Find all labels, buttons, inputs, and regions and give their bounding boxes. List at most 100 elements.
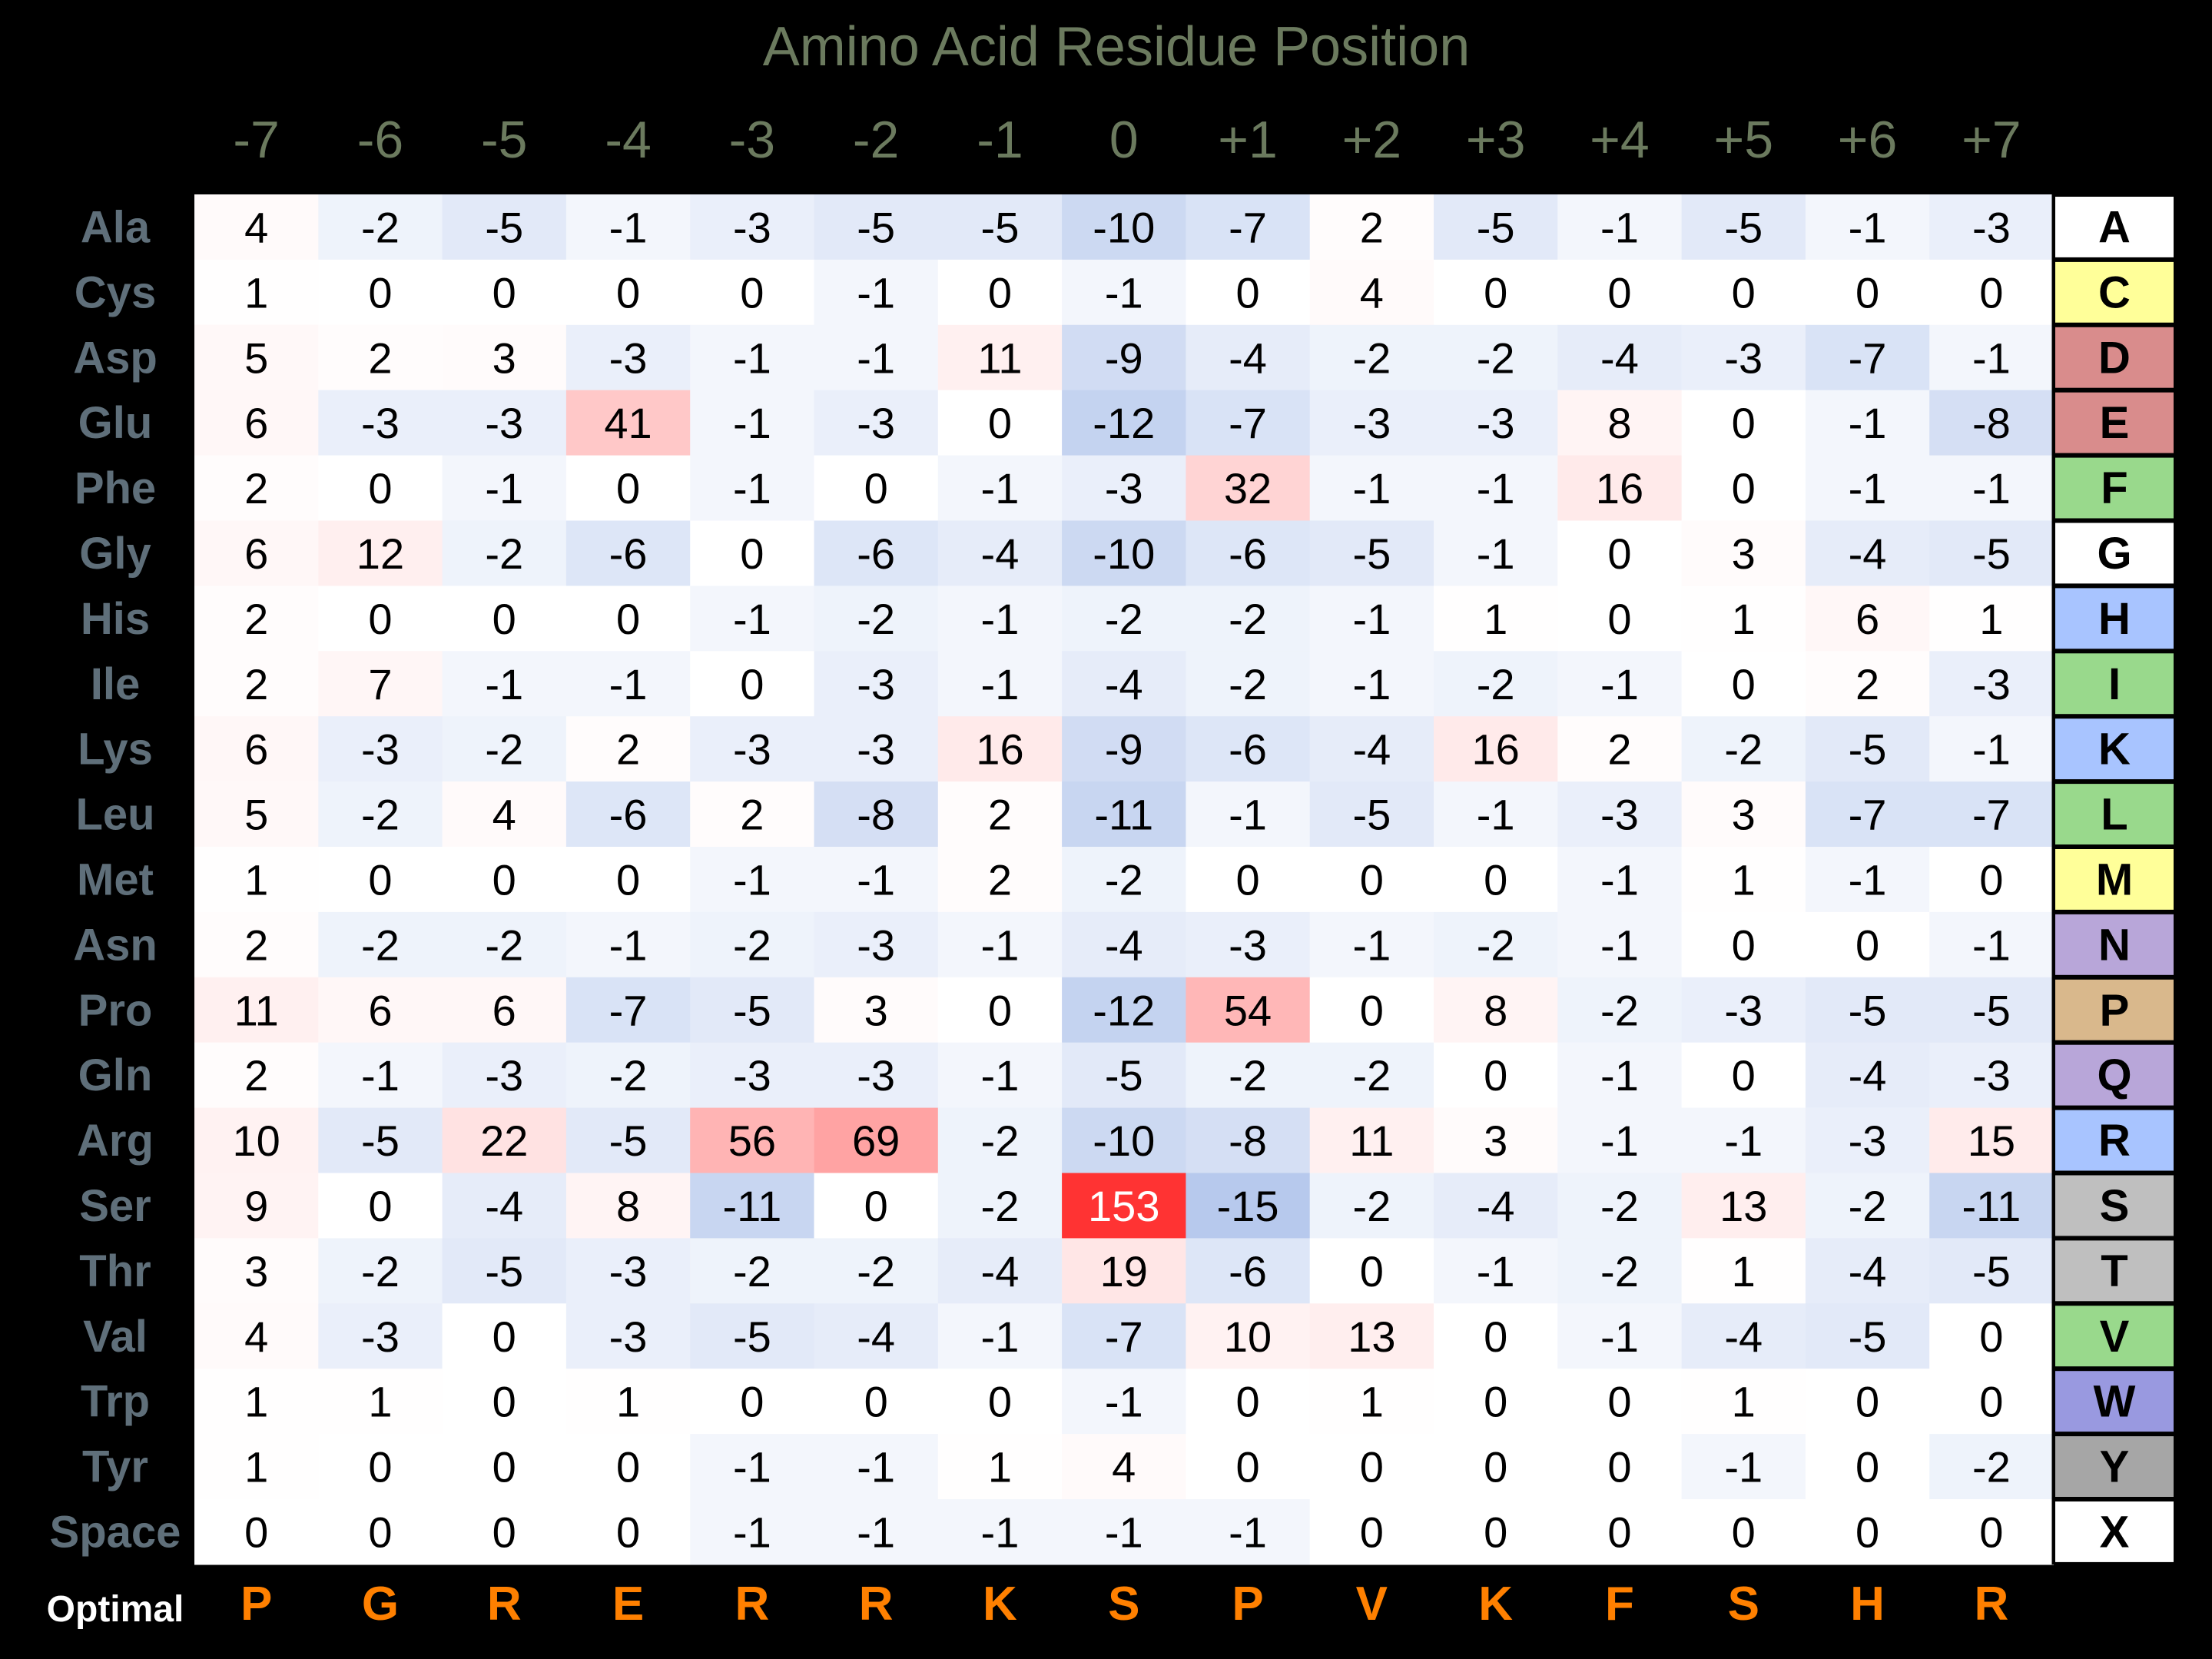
- cell-value: -9: [1105, 725, 1143, 774]
- heatmap-cell: [1309, 911, 1434, 978]
- residue-code: Y: [2100, 1442, 2130, 1492]
- heatmap-cell: [690, 911, 815, 978]
- residue-code: L: [2101, 790, 2127, 840]
- heatmap-cell: [1062, 1303, 1186, 1369]
- cell-value: 0: [368, 595, 392, 643]
- residue-label: Ser: [79, 1181, 151, 1231]
- cell-value: -2: [361, 1247, 400, 1296]
- cell-value: -1: [1352, 660, 1391, 708]
- cell-value: 1: [1732, 1247, 1756, 1296]
- cell-value: 3: [1732, 791, 1756, 839]
- cell-value: -2: [733, 921, 771, 969]
- cell-value: -2: [1724, 725, 1763, 774]
- heatmap-cell: [194, 977, 319, 1044]
- heatmap-cell: [1309, 1042, 1434, 1109]
- cell-value: -6: [1229, 1247, 1267, 1296]
- cell-value: 0: [1732, 1508, 1756, 1556]
- heatmap-cell: [937, 716, 1063, 782]
- heatmap-cell: [1062, 1499, 1186, 1565]
- cell-value: -4: [1105, 660, 1143, 708]
- cell-value: 0: [616, 1443, 640, 1491]
- heatmap-cell: [1805, 1303, 1930, 1369]
- heatmap-cell: [194, 455, 319, 522]
- cell-value: -6: [609, 529, 648, 578]
- residue-label: Asp: [73, 333, 158, 383]
- heatmap-cell: [814, 1238, 939, 1304]
- cell-value: -2: [1105, 595, 1143, 643]
- heatmap-cell: [1186, 520, 1311, 586]
- heatmap-cell: [1681, 1238, 1806, 1304]
- heatmap-cell: [1805, 1499, 1930, 1565]
- cell-value: 0: [616, 595, 640, 643]
- cell-value: 3: [864, 986, 888, 1034]
- cell-value: -2: [1849, 1182, 1887, 1230]
- cell-value: -4: [981, 529, 1020, 578]
- residue-code-cell: [2053, 977, 2176, 1043]
- heatmap-cell: [1805, 520, 1930, 586]
- heatmap-cell: [442, 651, 567, 717]
- cell-value: -4: [1724, 1312, 1763, 1361]
- cell-value: -3: [857, 921, 895, 969]
- cell-value: 0: [616, 268, 640, 317]
- cell-value: -1: [361, 1051, 400, 1100]
- residue-code-cell: [2053, 1107, 2176, 1173]
- heatmap-cell: [1805, 194, 1930, 260]
- position-label: +3: [1466, 111, 1526, 169]
- cell-value: -1: [1229, 791, 1267, 839]
- heatmap-cell: [565, 520, 691, 586]
- optimal-residue: R: [1974, 1578, 2008, 1631]
- heatmap-cell: [1309, 1173, 1434, 1239]
- heatmap-cell: [690, 194, 815, 260]
- cell-value: -3: [733, 1051, 771, 1100]
- cell-value: 1: [1484, 595, 1507, 643]
- cell-value: -3: [1972, 660, 2011, 708]
- cell-value: -1: [1352, 595, 1391, 643]
- heatmap-cell: [194, 1434, 319, 1500]
- heatmap-cell: [1557, 1303, 1683, 1369]
- heatmap-cell: [937, 1042, 1063, 1109]
- position-label: -1: [977, 111, 1023, 169]
- heatmap-cell: [318, 911, 443, 978]
- residue-label: Leu: [75, 790, 154, 840]
- cell-value: -3: [1724, 333, 1763, 382]
- heatmap-cell: [1434, 1499, 1558, 1565]
- cell-value: -4: [1849, 1051, 1887, 1100]
- residue-label: Gly: [79, 529, 151, 579]
- cell-value: 0: [1235, 855, 1259, 904]
- heatmap-cell: [937, 847, 1063, 913]
- cell-value: -1: [1600, 1051, 1639, 1100]
- cell-value: -1: [857, 1508, 895, 1556]
- heatmap-cell: [565, 911, 691, 978]
- cell-value: 9: [244, 1182, 268, 1230]
- cell-value: 54: [1224, 986, 1272, 1034]
- cell-value: 0: [492, 595, 516, 643]
- heatmap-cell: [690, 716, 815, 782]
- cell-value: -1: [857, 268, 895, 317]
- cell-value: 0: [1235, 268, 1259, 317]
- heatmap-cell: [1186, 1369, 1311, 1435]
- cell-value: -1: [1600, 1312, 1639, 1361]
- heatmap-cell: [1186, 977, 1311, 1044]
- heatmap-cell: [318, 194, 443, 260]
- cell-value: 3: [1732, 529, 1756, 578]
- optimal-residue: F: [1605, 1578, 1634, 1631]
- residue-code: D: [2098, 333, 2131, 383]
- cell-value: -3: [1105, 464, 1143, 513]
- cell-value: 2: [244, 660, 268, 708]
- heatmap-cell: [442, 455, 567, 522]
- heatmap-cell: [1309, 324, 1434, 391]
- heatmap-cell: [442, 259, 567, 326]
- heatmap-cell: [1805, 1369, 1930, 1435]
- heatmap-cell: [1557, 651, 1683, 717]
- cell-value: -3: [1600, 791, 1639, 839]
- cell-value: -2: [1972, 1443, 2011, 1491]
- cell-value: 56: [728, 1117, 776, 1165]
- cell-value: -1: [1229, 1508, 1267, 1556]
- heatmap-cell: [690, 259, 815, 326]
- heatmap-cell: [1805, 781, 1930, 848]
- cell-value: 19: [1100, 1247, 1148, 1296]
- residue-code: X: [2100, 1507, 2130, 1557]
- heatmap-cell: [565, 390, 691, 456]
- heatmap-cell: [1062, 390, 1186, 456]
